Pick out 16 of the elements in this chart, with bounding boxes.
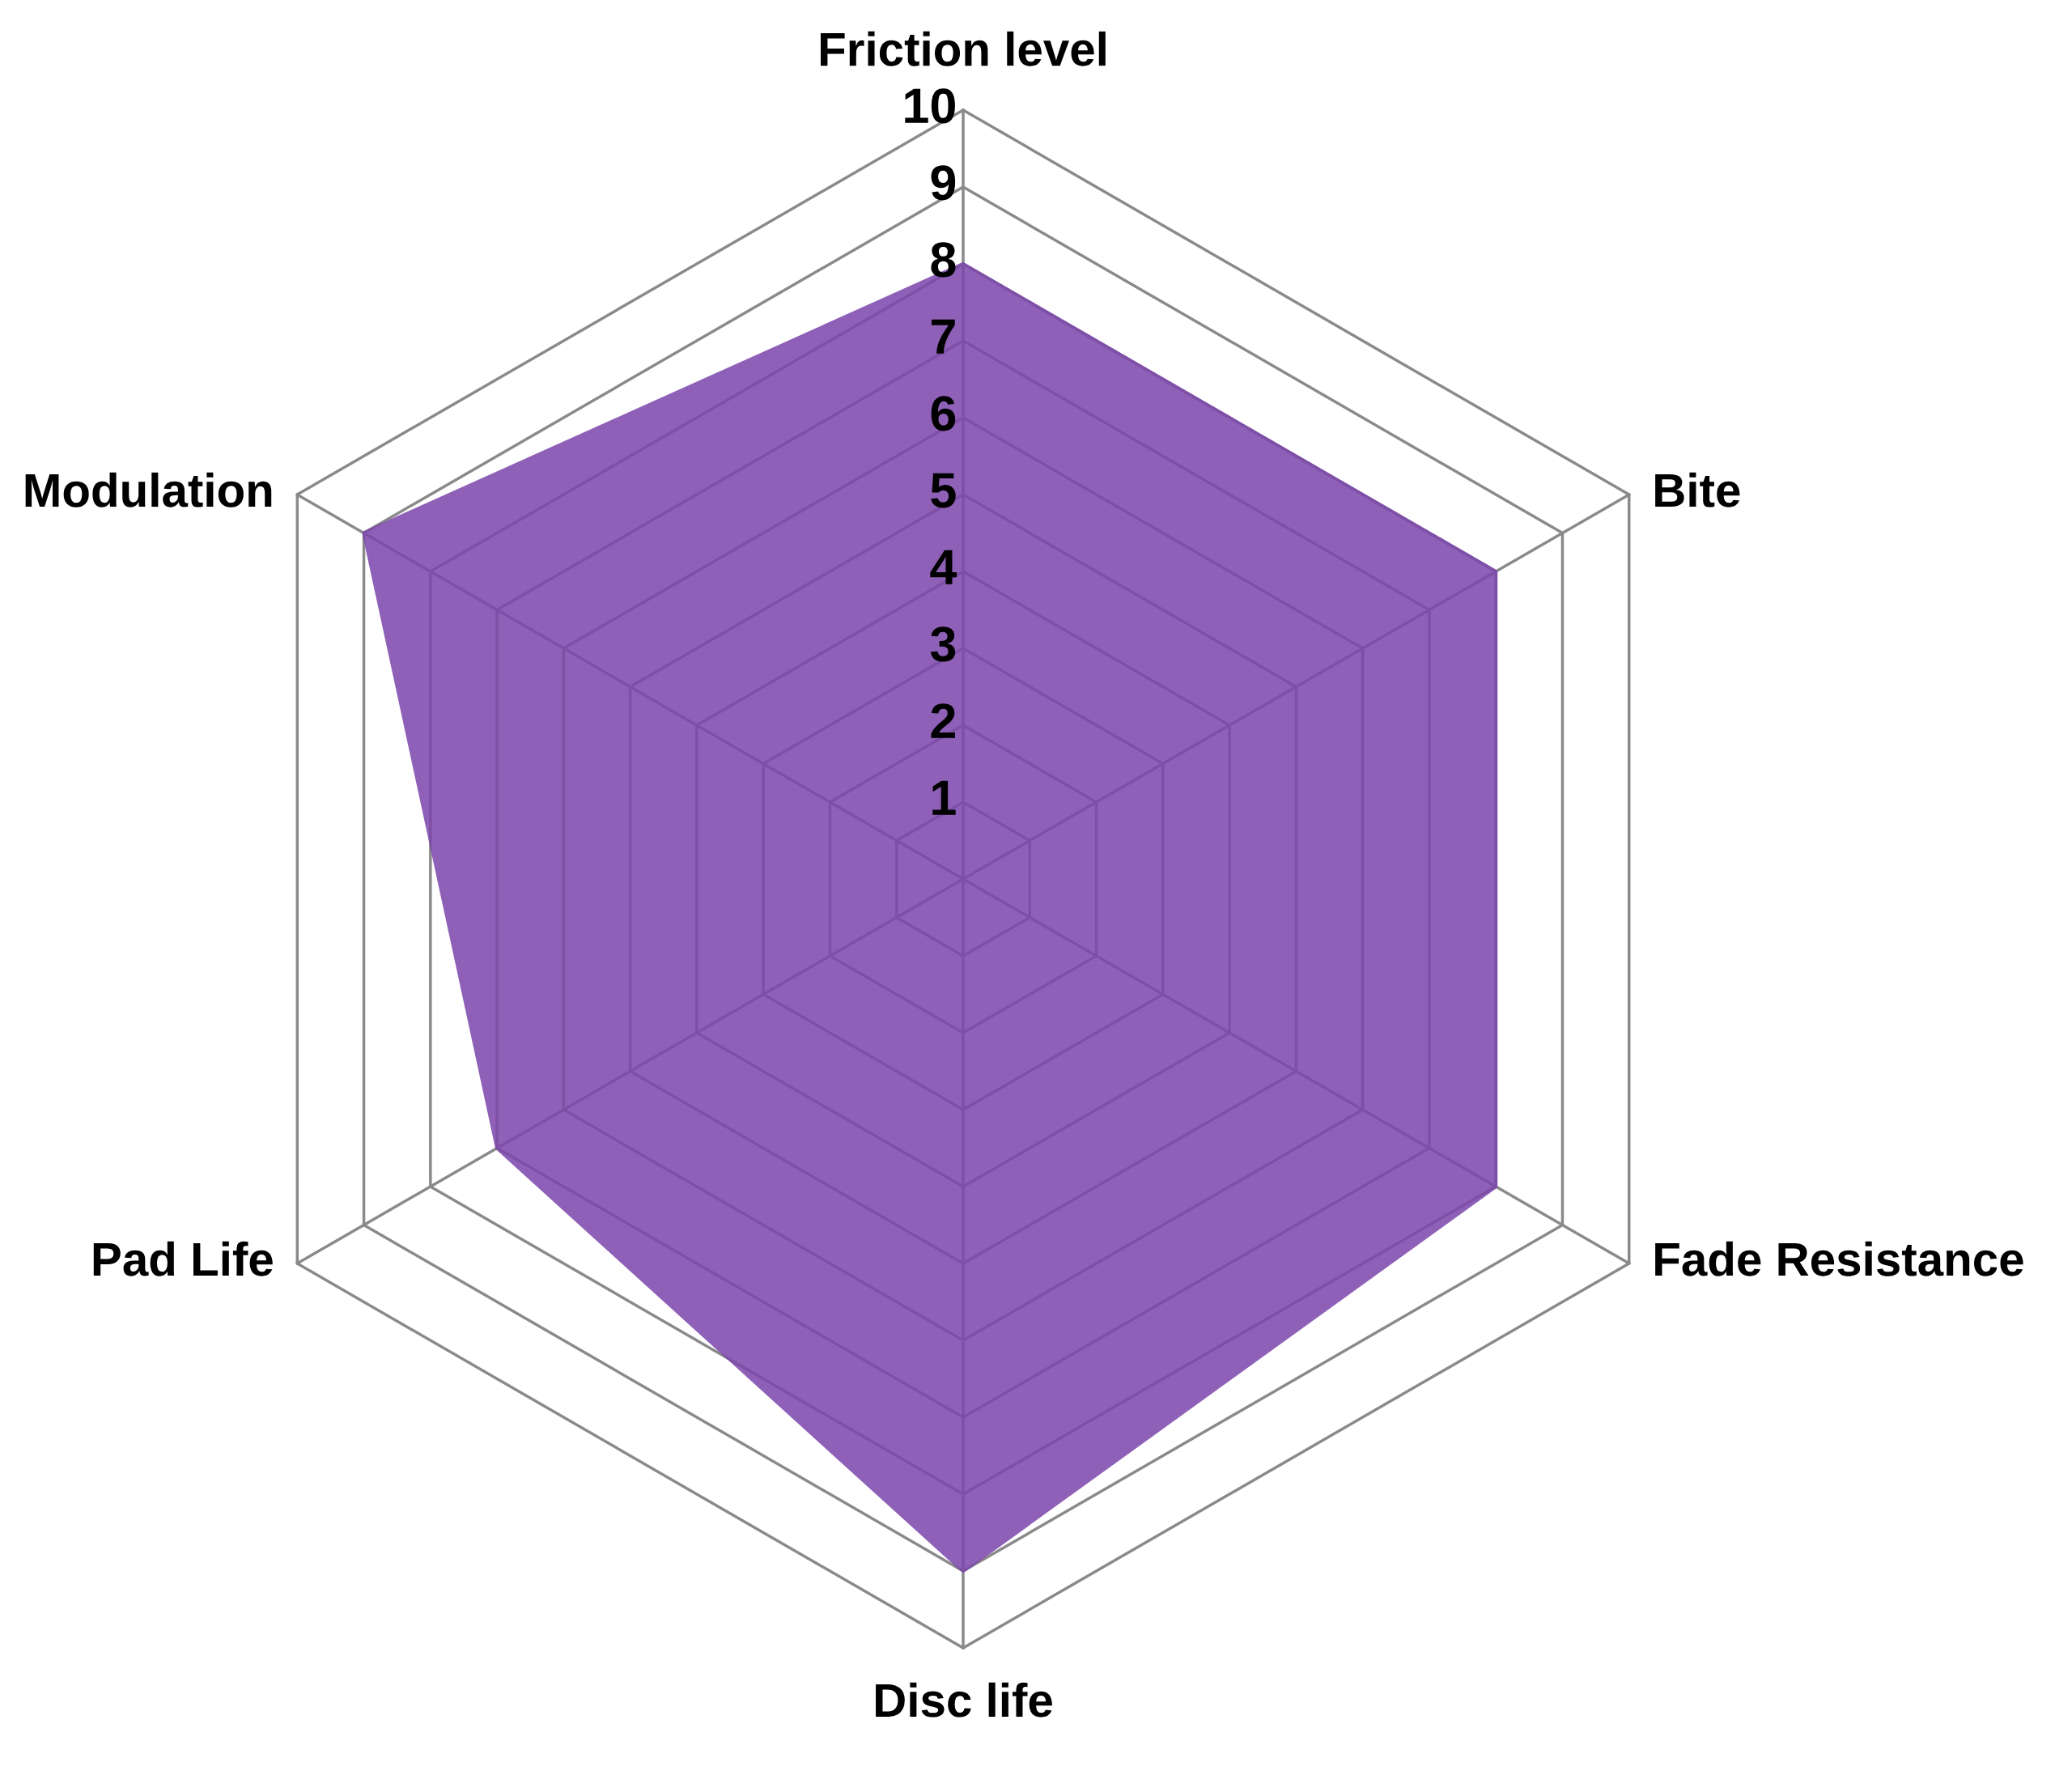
spoke-label: Pad Life (93, 1241, 273, 1276)
y-tick-label: 9 (931, 165, 956, 201)
y-tick-label: 4 (930, 550, 957, 584)
spoke-label: Friction level (821, 31, 1106, 66)
y-tick-label: 5 (931, 473, 956, 508)
y-tick-label: 8 (931, 242, 956, 278)
spoke-label: Disc life (876, 1682, 1052, 1718)
y-tick-label: 1 (932, 780, 956, 815)
y-tick-label: 2 (931, 703, 955, 738)
y-tick-label: 7 (932, 319, 955, 354)
y-tick-label: 6 (931, 396, 956, 431)
y-tick-label: 3 (930, 626, 956, 662)
spoke-label: Fade Resistance (1655, 1241, 2023, 1276)
y-tick-label: 10 (905, 88, 955, 124)
spoke-label: Bite (1655, 472, 1740, 507)
spoke-label: Modulation (25, 472, 272, 507)
